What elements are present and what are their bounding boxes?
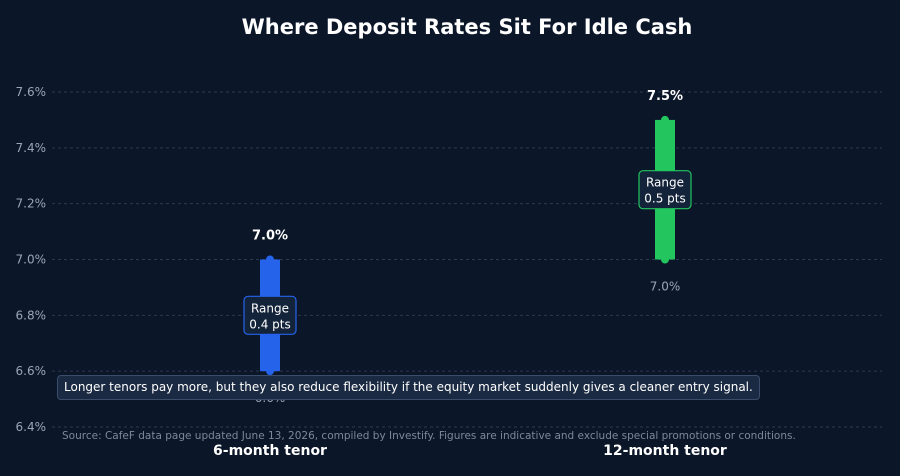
- y-tick-label: 7.4%: [16, 141, 47, 155]
- range-badge: [243, 295, 297, 335]
- source-note: Source: CafeF data page updated June 13,…: [62, 430, 796, 442]
- y-tick-label: 6.6%: [16, 364, 47, 378]
- range-high-cap: [266, 255, 274, 264]
- y-tick-label: 7.2%: [16, 197, 47, 211]
- category-label: 12-month tenor: [603, 443, 727, 459]
- range-high-cap: [661, 115, 669, 124]
- y-tick-label: 7.0%: [16, 253, 47, 267]
- range-low-cap: [266, 367, 274, 376]
- high-value-label: 7.0%: [252, 229, 288, 244]
- annotation-note: Longer tenors pay more, but they also re…: [57, 375, 760, 400]
- low-value-label: 7.0%: [650, 280, 681, 294]
- y-tick-label: 7.6%: [16, 85, 47, 99]
- chart-title: Where Deposit Rates Sit For Idle Cash: [242, 15, 693, 39]
- range-badge-value: 0.5 pts: [644, 192, 685, 206]
- range-badge-title: Range: [251, 301, 289, 315]
- category-label: 6-month tenor: [213, 443, 327, 459]
- high-value-label: 7.5%: [647, 89, 683, 104]
- y-tick-label: 6.8%: [16, 308, 47, 322]
- range-low-cap: [661, 255, 669, 264]
- range-badge-title: Range: [646, 176, 684, 190]
- range-badge-value: 0.4 pts: [249, 317, 290, 331]
- y-tick-label: 6.4%: [16, 420, 47, 434]
- range-badge: [638, 170, 692, 210]
